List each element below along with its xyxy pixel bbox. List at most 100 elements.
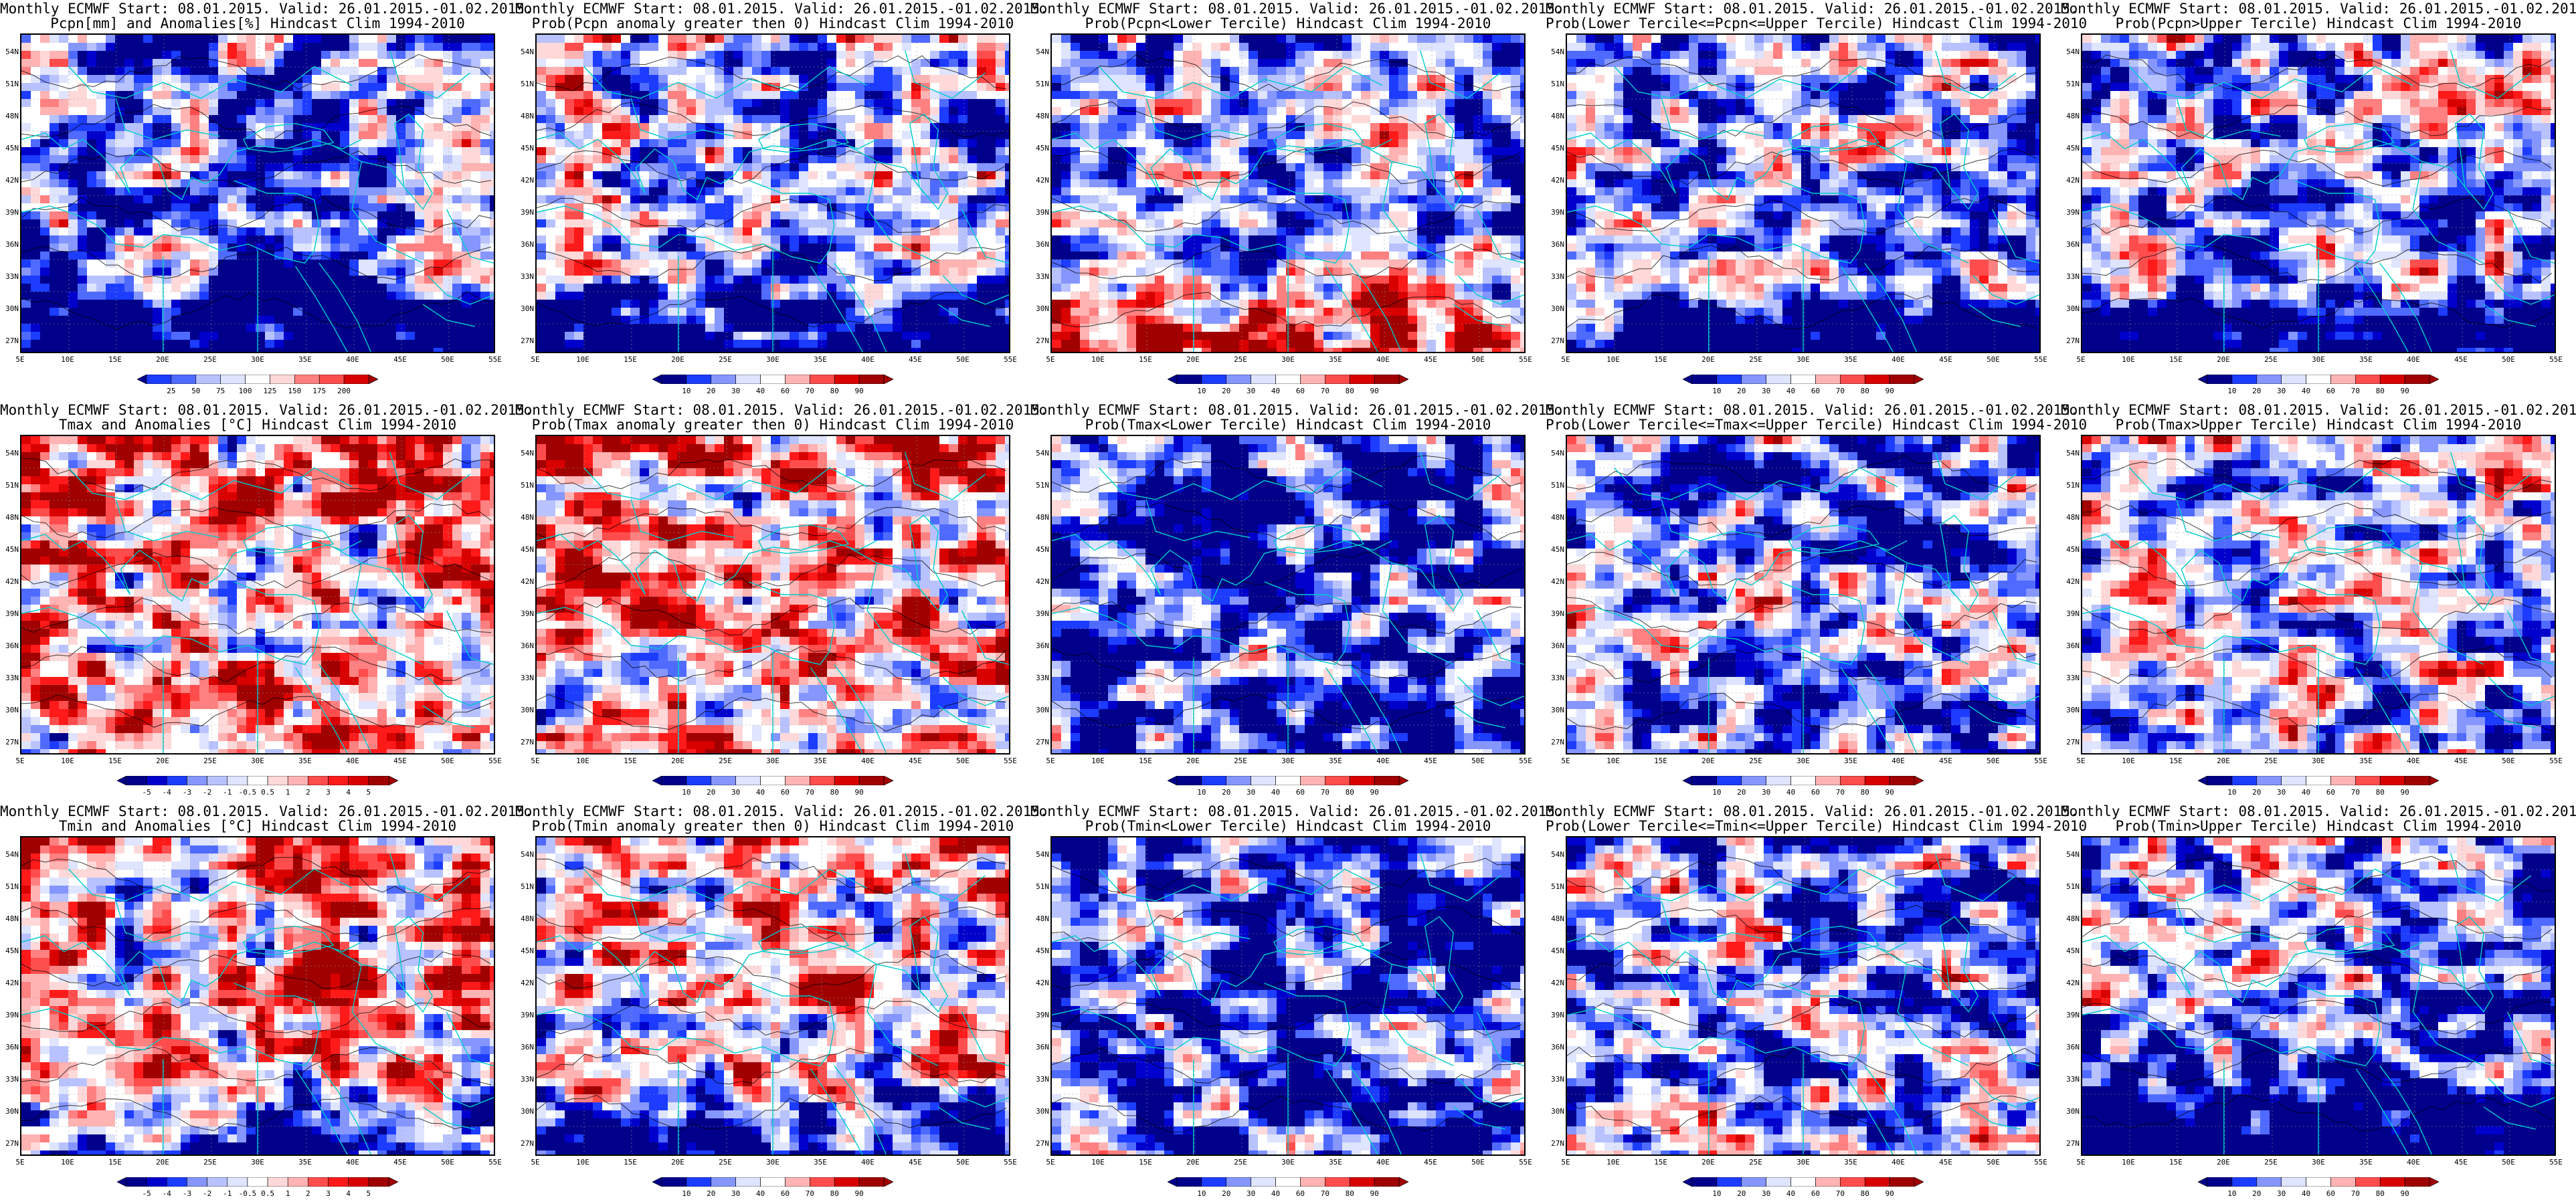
colorbar-tick-label: 10 [1704,387,1730,395]
lat-tick-label: 54N [1030,449,1049,457]
colorbar-swatch [2330,375,2356,384]
map-svg [537,35,1009,352]
lat-tick-label: 54N [1030,48,1049,56]
colorbar-tick-label: 60 [1287,788,1313,797]
lon-tick-label: 15E [105,757,125,765]
colorbar-labels: 10 20 30 40 60 70 80 90 [2198,1189,2439,1199]
panel-title-line1: Monthly ECMWF Start: 08.01.2015. Valid: … [1546,403,2079,417]
colorbar-swatch [1889,1177,1915,1187]
colorbar-max-arrow [2429,776,2439,785]
lat-tick-label: 27N [2061,337,2080,344]
lon-tick-label: 25E [200,757,220,765]
colorbar-swatch [1691,776,1718,785]
lon-tick-label: 15E [2166,355,2186,364]
lat-tick-label: 27N [1030,738,1049,746]
colorbar-tick-label: 70 [2342,1189,2369,1198]
colorbar-labels: 10 20 30 40 60 70 80 90 [1683,788,1924,797]
panel-title-line2: Prob(Pcpn<Lower Tercile) Hindcast Clim 1… [1030,16,1546,31]
map-svg [2082,35,2555,352]
lon-tick-label: 20E [668,355,688,364]
lon-tick-label: 20E [2213,1158,2233,1167]
lat-tick-label: 39N [1546,1011,1564,1019]
colorbar-min-arrow [1168,1177,1178,1187]
lat-tick-label: 45N [515,144,534,152]
panel-title-line1: Monthly ECMWF Start: 08.01.2015. Valid: … [515,403,1048,417]
colorbar-tick-label: 30 [723,1189,749,1198]
lon-tick-label: 45E [1420,355,1441,364]
colorbar-tick-label: 80 [1336,788,1363,797]
panel-title-line2: Prob(Pcpn>Upper Tercile) Hindcast Clim 1… [2061,16,2576,31]
colorbar [137,375,378,384]
colorbar-tick-label: 10 [1704,788,1730,797]
lat-tick-label: 42N [515,177,534,184]
lat-tick-label: 45N [0,947,19,955]
map-panel-tmax-1: Monthly ECMWF Start: 08.01.2015. Valid: … [0,401,533,803]
colorbar-swatch [267,776,288,785]
lat-tick-label: 27N [515,738,534,746]
lon-tick-label: 55E [2546,1158,2566,1167]
map-area [20,836,495,1156]
colorbar-swatch [1815,776,1841,785]
colorbar-swatch [686,776,712,785]
lon-tick-label: 45E [1420,1158,1441,1167]
lat-tick-label: 48N [515,514,534,521]
colorbar-swatch [1201,375,1227,384]
colorbar-swatch [167,776,187,785]
lat-tick-label: 54N [2061,48,2080,56]
lat-tick-label: 45N [0,144,19,152]
colorbar-swatch [1251,375,1276,384]
lat-tick-label: 39N [0,1011,19,1019]
lon-tick-label: 35E [810,355,830,364]
colorbar-swatch [2281,375,2306,384]
map-panel-pcpn-5: Monthly ECMWF Start: 08.01.2015. Valid: … [2061,0,2576,401]
lat-tick-label: 45N [2061,546,2080,553]
contour-lines [1567,454,2037,730]
colorbar-swatch [328,1177,349,1187]
colorbar-swatch [2404,776,2430,785]
contour-lines [21,458,492,728]
lon-tick-label: 35E [1841,1158,1861,1167]
lon-tick-label: 55E [1515,757,1536,765]
colorbar-swatch [2355,776,2381,785]
colorbar-swatch [785,1177,810,1187]
colorbar-tick-label: 60 [1802,1189,1829,1198]
colorbar-min-arrow [1168,375,1178,384]
colorbar-tick-label: 0.5 [254,788,281,797]
colorbar-max-arrow [2429,375,2439,384]
colorbar-swatch [2379,375,2405,384]
graticule [2082,35,2555,352]
colorbar-tick-label: 20 [1213,1189,1240,1198]
colorbar-min-arrow [137,375,147,384]
lat-tick-label: 45N [1030,947,1049,955]
lon-tick-label: 55E [2546,355,2566,364]
colorbar-tick-label: 4 [335,1189,362,1198]
lat-tick-label: 51N [0,80,19,88]
lat-tick-label: 39N [515,1011,534,1019]
colorbar-swatch [686,375,712,384]
colorbar-swatch [834,375,860,384]
colorbar-min-arrow [117,776,127,785]
lon-tick-label: 45E [1420,757,1441,765]
contour-lines [2082,856,2553,1132]
colorbar-tick-label: 30 [1238,788,1265,797]
colorbar-swatch [858,1177,885,1187]
colorbar-tick-label: -5 [133,788,160,797]
colorbar-tick-label: 10 [673,788,700,797]
lat-tick-label: 27N [1546,738,1564,746]
colorbar-swatch [187,1177,207,1187]
colorbar-tick-label: 10 [1704,1189,1730,1198]
lat-tick-label: 39N [1030,209,1049,216]
lat-tick-label: 45N [1030,546,1049,553]
shaded-field [537,35,1009,352]
colorbar-max-arrow [883,375,893,384]
lon-tick-label: 25E [1230,355,1251,364]
lon-tick-label: 45E [1936,355,1956,364]
colorbar-tick-label: -3 [173,788,200,797]
colorbar-tick-label: -0.5 [234,1189,261,1198]
colorbar-swatch [711,1177,736,1187]
shaded-field [1567,436,2039,753]
coastlines [537,50,1009,352]
colorbar-tick-label: 60 [771,1189,798,1198]
lon-tick-label: 50E [1983,355,2003,364]
colorbar-swatch [760,776,786,785]
